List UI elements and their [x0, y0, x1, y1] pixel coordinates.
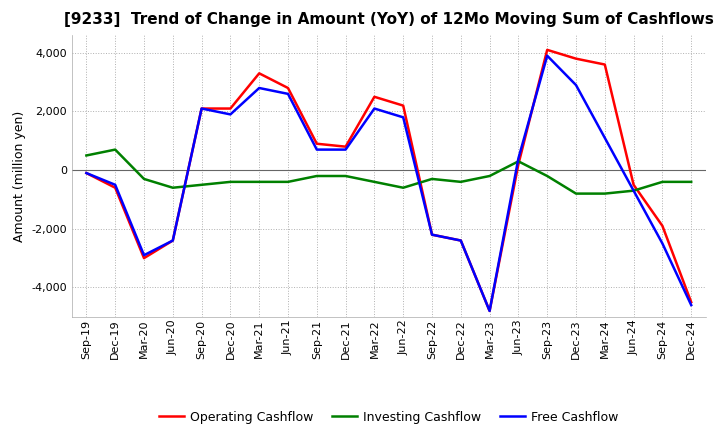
Free Cashflow [370, 106, 379, 111]
Free Cashflow [168, 238, 177, 243]
Free Cashflow [197, 106, 206, 111]
Legend: Operating Cashflow, Investing Cashflow, Free Cashflow: Operating Cashflow, Investing Cashflow, … [154, 406, 624, 429]
Free Cashflow [514, 156, 523, 161]
Investing Cashflow [168, 185, 177, 191]
Operating Cashflow [111, 185, 120, 191]
Operating Cashflow [197, 106, 206, 111]
Free Cashflow [428, 232, 436, 237]
Operating Cashflow [572, 56, 580, 61]
Free Cashflow [687, 302, 696, 308]
Operating Cashflow [600, 62, 609, 67]
Free Cashflow [543, 53, 552, 59]
Free Cashflow [312, 147, 321, 152]
Title: [9233]  Trend of Change in Amount (YoY) of 12Mo Moving Sum of Cashflows: [9233] Trend of Change in Amount (YoY) o… [64, 12, 714, 27]
Operating Cashflow [168, 238, 177, 243]
Free Cashflow [140, 253, 148, 258]
Operating Cashflow [255, 71, 264, 76]
Free Cashflow [82, 170, 91, 176]
Operating Cashflow [399, 103, 408, 108]
Operating Cashflow [312, 141, 321, 147]
Investing Cashflow [428, 176, 436, 182]
Investing Cashflow [197, 182, 206, 187]
Free Cashflow [341, 147, 350, 152]
Investing Cashflow [399, 185, 408, 191]
Investing Cashflow [341, 173, 350, 179]
Free Cashflow [629, 188, 638, 193]
Operating Cashflow [629, 182, 638, 187]
Free Cashflow [572, 82, 580, 88]
Y-axis label: Amount (million yen): Amount (million yen) [13, 110, 26, 242]
Free Cashflow [255, 85, 264, 91]
Free Cashflow [658, 241, 667, 246]
Investing Cashflow [543, 173, 552, 179]
Free Cashflow [111, 182, 120, 187]
Investing Cashflow [226, 179, 235, 184]
Investing Cashflow [687, 179, 696, 184]
Free Cashflow [284, 91, 292, 96]
Operating Cashflow [514, 161, 523, 167]
Investing Cashflow [312, 173, 321, 179]
Line: Free Cashflow: Free Cashflow [86, 56, 691, 311]
Investing Cashflow [456, 179, 465, 184]
Free Cashflow [226, 112, 235, 117]
Operating Cashflow [82, 170, 91, 176]
Investing Cashflow [140, 176, 148, 182]
Operating Cashflow [284, 85, 292, 91]
Investing Cashflow [111, 147, 120, 152]
Operating Cashflow [226, 106, 235, 111]
Investing Cashflow [485, 173, 494, 179]
Investing Cashflow [255, 179, 264, 184]
Investing Cashflow [629, 188, 638, 193]
Investing Cashflow [82, 153, 91, 158]
Investing Cashflow [658, 179, 667, 184]
Operating Cashflow [140, 256, 148, 261]
Free Cashflow [456, 238, 465, 243]
Free Cashflow [399, 115, 408, 120]
Operating Cashflow [687, 300, 696, 305]
Operating Cashflow [543, 47, 552, 52]
Investing Cashflow [370, 179, 379, 184]
Line: Operating Cashflow: Operating Cashflow [86, 50, 691, 311]
Operating Cashflow [341, 144, 350, 149]
Investing Cashflow [514, 159, 523, 164]
Operating Cashflow [485, 308, 494, 314]
Operating Cashflow [658, 223, 667, 228]
Operating Cashflow [428, 232, 436, 237]
Investing Cashflow [572, 191, 580, 196]
Free Cashflow [485, 308, 494, 314]
Line: Investing Cashflow: Investing Cashflow [86, 150, 691, 194]
Investing Cashflow [600, 191, 609, 196]
Operating Cashflow [370, 94, 379, 99]
Operating Cashflow [456, 238, 465, 243]
Free Cashflow [600, 135, 609, 140]
Investing Cashflow [284, 179, 292, 184]
